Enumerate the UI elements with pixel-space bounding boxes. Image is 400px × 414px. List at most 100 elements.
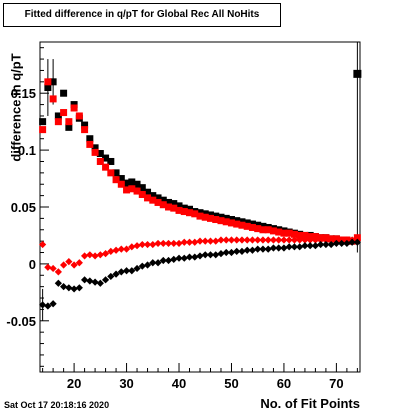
data-point [348, 238, 356, 246]
data-point [212, 216, 220, 224]
data-point [75, 112, 83, 120]
data-point [81, 126, 89, 134]
data-point [212, 251, 220, 259]
data-point [164, 239, 173, 248]
data-point [54, 118, 62, 126]
data-point [149, 196, 157, 204]
data-point [243, 246, 251, 254]
data-point [159, 239, 167, 248]
data-point [39, 126, 47, 134]
data-point [149, 192, 157, 200]
data-point [170, 239, 178, 248]
data-point [49, 78, 57, 86]
data-point [201, 251, 209, 259]
data-point [70, 285, 78, 293]
x-tick-label: 50 [224, 376, 238, 391]
data-point [222, 248, 230, 257]
data-point [164, 256, 173, 265]
data-point [285, 243, 293, 251]
data-point [138, 262, 146, 270]
data-point [227, 219, 235, 227]
axis-ticks [40, 47, 358, 372]
data-point [222, 218, 230, 226]
data-point [175, 206, 183, 214]
data-point [269, 236, 278, 244]
data-point [154, 259, 162, 267]
x-tick-label: 60 [277, 376, 291, 391]
data-point [117, 245, 125, 253]
data-point [91, 144, 99, 152]
data-point [332, 239, 340, 248]
data-point [285, 236, 293, 244]
data-point [44, 263, 52, 271]
data-point [86, 135, 94, 143]
data-point [217, 236, 225, 244]
data-point [322, 240, 330, 249]
data-point [65, 284, 73, 292]
data-point [175, 202, 183, 210]
data-point [275, 236, 283, 244]
data-point [60, 261, 68, 269]
data-point [117, 268, 125, 276]
title-box: Fitted difference in q/pT for Global Rec… [3, 3, 281, 27]
data-point [259, 226, 267, 234]
data-point [243, 222, 251, 230]
data-point [301, 231, 309, 239]
data-point [206, 251, 215, 259]
data-point [96, 251, 104, 259]
data-point [138, 184, 146, 192]
data-point [86, 140, 94, 148]
y-axis-label: difference in q/pT [8, 53, 24, 162]
data-point [338, 239, 346, 248]
data-point [128, 178, 136, 186]
data-point [143, 261, 152, 269]
data-point [296, 231, 304, 239]
data-point [122, 267, 131, 275]
data-point [70, 104, 78, 112]
data-point [54, 268, 62, 276]
data-point [107, 169, 115, 177]
data-point [170, 204, 178, 212]
data-point [96, 279, 104, 287]
data-markers [39, 69, 362, 310]
data-point [306, 236, 314, 244]
data-point [254, 225, 262, 233]
data-point [159, 196, 167, 204]
data-point [128, 243, 136, 251]
data-point [138, 240, 146, 249]
data-point [128, 267, 136, 275]
data-point [138, 190, 146, 198]
data-point [275, 244, 283, 252]
data-point [206, 237, 215, 245]
data-point [196, 237, 204, 245]
data-point [133, 187, 141, 195]
data-point [112, 246, 120, 254]
data-point [60, 109, 68, 117]
data-point [65, 123, 73, 131]
data-point [301, 242, 309, 250]
data-point [233, 220, 241, 228]
data-point [65, 118, 73, 126]
data-point [54, 279, 62, 287]
y-tick-label: 0.1 [18, 143, 36, 158]
data-point [91, 252, 99, 260]
data-point [123, 186, 131, 194]
data-point [254, 236, 262, 244]
data-point [133, 264, 141, 273]
data-point [112, 169, 120, 177]
data-point [96, 157, 104, 165]
datestamp: Sat Oct 17 20:18:16 2020 [4, 400, 110, 410]
data-point [285, 229, 293, 237]
data-point [165, 198, 173, 206]
data-point [227, 236, 236, 244]
data-point [227, 248, 236, 257]
data-point [80, 276, 89, 284]
data-point [112, 176, 120, 184]
data-point [264, 245, 272, 253]
data-point [91, 148, 99, 156]
data-point [196, 212, 204, 220]
data-point [75, 259, 83, 267]
data-point [269, 244, 278, 252]
data-point [112, 270, 120, 278]
data-point [39, 118, 47, 126]
